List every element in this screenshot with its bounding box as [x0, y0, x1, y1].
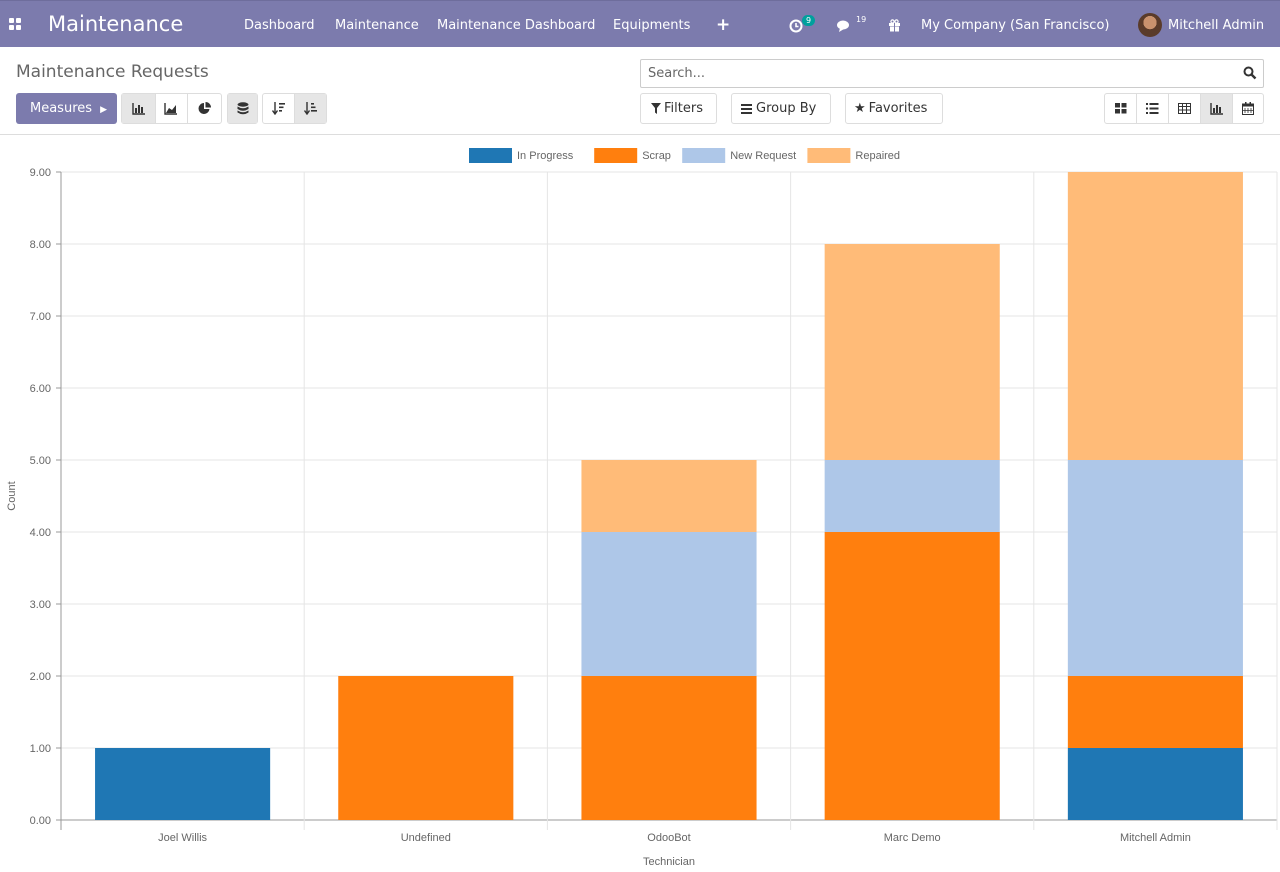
search-bar: [640, 59, 1264, 88]
groupby-label: Group By: [756, 101, 817, 116]
chart-legend: In Progress Scrap New Request Repaired: [469, 148, 900, 163]
stacked-database-icon[interactable]: [228, 94, 257, 123]
x-axis-label: Technician: [643, 856, 695, 868]
filters-label: Filters: [664, 101, 703, 116]
y-tick-label: 8.00: [30, 239, 51, 251]
sort-group: [262, 93, 327, 124]
menu-maintenance[interactable]: Maintenance: [335, 18, 419, 33]
chart-bars: [95, 172, 1243, 820]
measures-label: Measures: [30, 101, 93, 116]
top-navbar: Maintenance Dashboard Maintenance Mainte…: [0, 0, 1280, 47]
y-axis-label: Count: [6, 481, 18, 510]
y-axis: 0.00 1.00 2.00 3.00 4.00 5.00 6.00 7.00 8.00 9.00: [30, 167, 51, 827]
star-icon: ★: [854, 101, 866, 116]
y-tick-label: 9.00: [30, 167, 51, 179]
y-tick-label: 4.00: [30, 527, 51, 539]
activity-menu[interactable]: 9: [789, 15, 819, 34]
chat-icon: [837, 20, 849, 32]
sort-ascending-icon[interactable]: [295, 94, 326, 123]
bar-segment: [824, 244, 1000, 460]
activity-badge: 9: [802, 15, 816, 26]
menu-dashboard[interactable]: Dashboard: [244, 18, 315, 33]
calendar-icon[interactable]: [1233, 94, 1263, 123]
y-tick-label: 0.00: [30, 815, 51, 827]
bar-segment: [1067, 676, 1243, 748]
company-switcher[interactable]: My Company (San Francisco): [921, 18, 1110, 33]
bar-segment: [338, 676, 514, 820]
page-title: Maintenance Requests: [16, 62, 209, 82]
bar-segment: [581, 676, 757, 820]
bar-segment: [824, 460, 1000, 532]
menu-maintenance-dashboard[interactable]: Maintenance Dashboard: [437, 18, 596, 33]
graph-chart: In Progress Scrap New Request Repaired 0.00…: [6, 148, 1278, 868]
legend-swatch: [682, 148, 726, 163]
search-input[interactable]: [646, 65, 1230, 82]
filter-icon: [651, 103, 661, 114]
list-bars-icon: [741, 103, 752, 114]
x-tick-label: Joel Willis: [158, 832, 207, 844]
bar-segment: [1067, 748, 1243, 820]
y-tick-label: 1.00: [30, 743, 51, 755]
app-brand[interactable]: Maintenance: [48, 12, 184, 36]
list-icon[interactable]: [1137, 94, 1169, 123]
x-tick-label: Undefined: [401, 832, 451, 844]
clock-icon: [789, 19, 803, 33]
pivot-icon[interactable]: [1169, 94, 1201, 123]
legend-swatch: [807, 148, 851, 163]
favorites-label: Favorites: [868, 101, 928, 116]
user-avatar[interactable]: [1138, 13, 1162, 37]
apps-menu-icon[interactable]: [9, 18, 23, 32]
y-tick-label: 6.00: [30, 383, 51, 395]
bar-segment: [95, 748, 271, 820]
bar-segment: [581, 460, 757, 532]
sort-descending-icon[interactable]: [263, 94, 295, 123]
stacked-toggle-group: [227, 93, 258, 124]
y-tick-label: 3.00: [30, 599, 51, 611]
chart-mode-group: [121, 93, 222, 124]
bar-segment: [824, 532, 1000, 820]
kanban-icon[interactable]: [1105, 94, 1137, 123]
pie-chart-icon[interactable]: [188, 94, 221, 123]
menu-equipments[interactable]: Equipments: [613, 18, 691, 33]
filters-button[interactable]: Filters: [640, 93, 717, 124]
x-tick-label: Marc Demo: [884, 832, 941, 844]
bar-chart-icon[interactable]: [122, 94, 156, 123]
gift-icon[interactable]: [888, 19, 901, 32]
graph-icon[interactable]: [1201, 94, 1233, 123]
x-tick-label: OdooBot: [647, 832, 690, 844]
x-axis: Joel Willis Undefined OdooBot Marc Demo Mitc…: [158, 832, 1191, 844]
y-tick-label: 5.00: [30, 455, 51, 467]
y-tick-label: 7.00: [30, 311, 51, 323]
bar-segment: [1067, 172, 1243, 460]
messaging-badge: 19: [856, 15, 867, 24]
x-tick-label: Mitchell Admin: [1120, 832, 1191, 844]
messaging-menu[interactable]: 19: [837, 15, 871, 34]
legend-label: Scrap: [642, 150, 671, 162]
groupby-button[interactable]: Group By: [731, 93, 831, 124]
search-icon[interactable]: [1243, 66, 1257, 80]
bar-segment: [1067, 460, 1243, 676]
legend-label: In Progress: [517, 150, 574, 162]
legend-label: Repaired: [855, 150, 900, 162]
bar-segment: [581, 532, 757, 676]
view-switcher: [1104, 93, 1264, 124]
control-panel-divider: [0, 134, 1280, 135]
plus-icon[interactable]: +: [716, 15, 731, 35]
caret-right-icon: ▶: [100, 105, 108, 115]
legend-label: New Request: [730, 150, 796, 162]
line-chart-icon[interactable]: [156, 94, 189, 123]
favorites-button[interactable]: ★ Favorites: [845, 93, 943, 124]
legend-swatch: [594, 148, 638, 163]
legend-swatch: [469, 148, 512, 163]
user-menu[interactable]: Mitchell Admin: [1168, 18, 1265, 33]
y-tick-label: 2.00: [30, 671, 51, 683]
measures-button[interactable]: Measures ▶: [16, 93, 117, 124]
